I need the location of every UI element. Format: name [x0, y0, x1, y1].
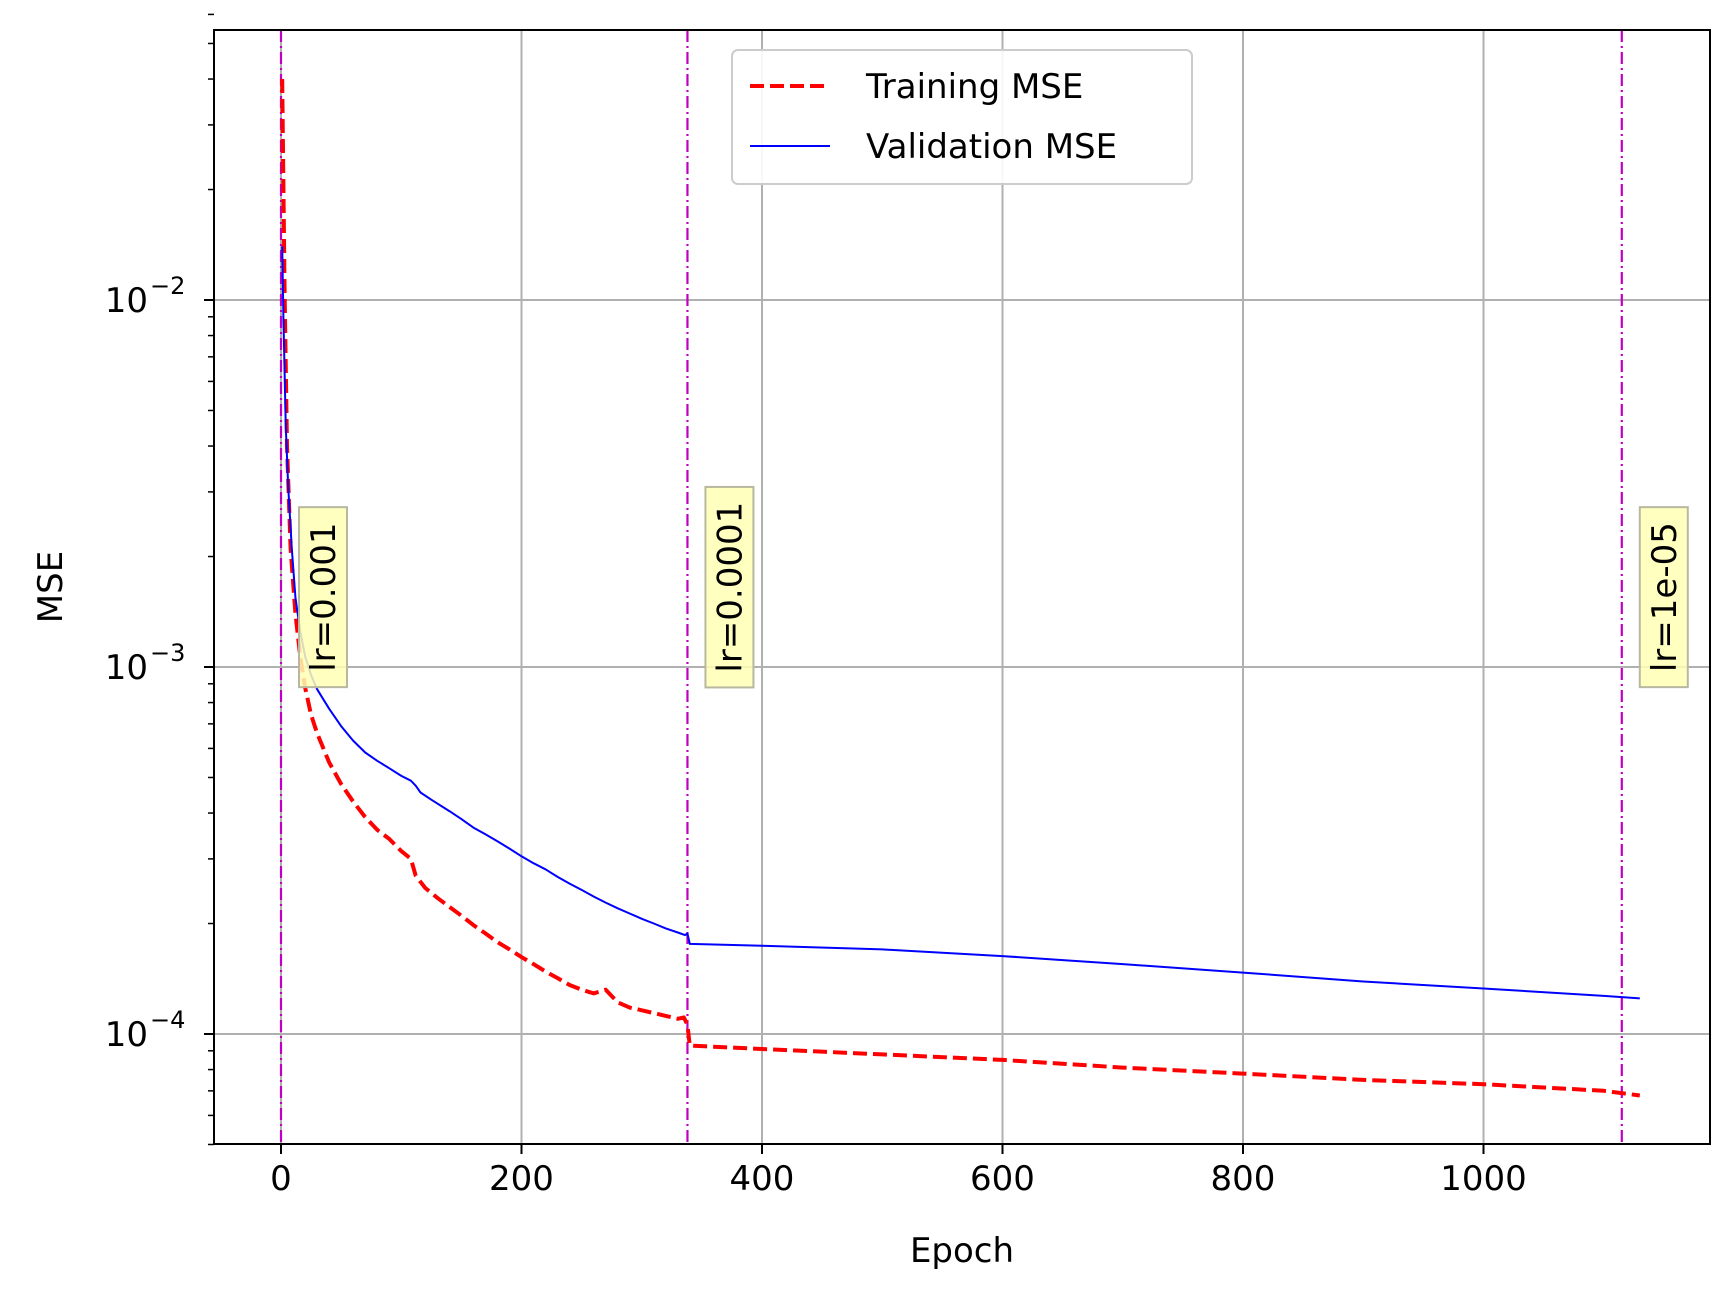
x-tick-label: 600: [970, 1159, 1035, 1199]
x-tick-label: 400: [730, 1159, 795, 1199]
legend-label: Validation MSE: [866, 127, 1117, 167]
legend: Training MSE Validation MSE: [731, 49, 1193, 185]
lr-annotation: lr=0.0001: [704, 485, 755, 689]
lr-annotation-box: [704, 485, 755, 689]
x-tick-label: 800: [1211, 1159, 1276, 1199]
annotations: lr=0.001 lr=0.0001 lr=1e-05: [298, 485, 1689, 689]
lr-annotation-label: lr=1e-05: [1645, 522, 1685, 672]
vlines: [279, 30, 1623, 1144]
y-tick-label-exponent: −3: [150, 639, 185, 667]
y-tick-label: 10: [105, 648, 148, 688]
y-axis-label: MSE: [31, 551, 71, 623]
legend-box: [731, 49, 1193, 185]
grid: [214, 30, 1710, 1144]
training-mse-line: [280, 78, 1641, 1098]
lr-annotation-label: lr=0.0001: [710, 502, 750, 673]
x-tick-label: 0: [270, 1159, 292, 1199]
x-axis: 0 200 400 600 800 1000: [270, 1144, 1527, 1199]
lr-annotation: lr=1e-05: [1638, 506, 1689, 689]
x-tick-label: 1000: [1440, 1159, 1527, 1199]
lr-annotation-box: [298, 506, 348, 689]
x-axis-label: Epoch: [910, 1231, 1014, 1271]
legend-label: Training MSE: [865, 67, 1083, 107]
y-tick-label: 10: [105, 1015, 148, 1055]
y-tick-label-exponent: −4: [150, 1006, 185, 1034]
x-tick-label: 200: [489, 1159, 554, 1199]
lr-annotation-label: lr=0.001: [304, 523, 344, 672]
plot-frame: [213, 29, 1711, 1145]
lr-annotation: lr=0.001: [298, 506, 348, 689]
lr-annotation-box: [1638, 506, 1689, 689]
y-axis: 10−410−310−2: [105, 13, 214, 1146]
y-tick-label-exponent: −2: [150, 272, 185, 300]
y-tick-label: 10: [105, 281, 148, 321]
